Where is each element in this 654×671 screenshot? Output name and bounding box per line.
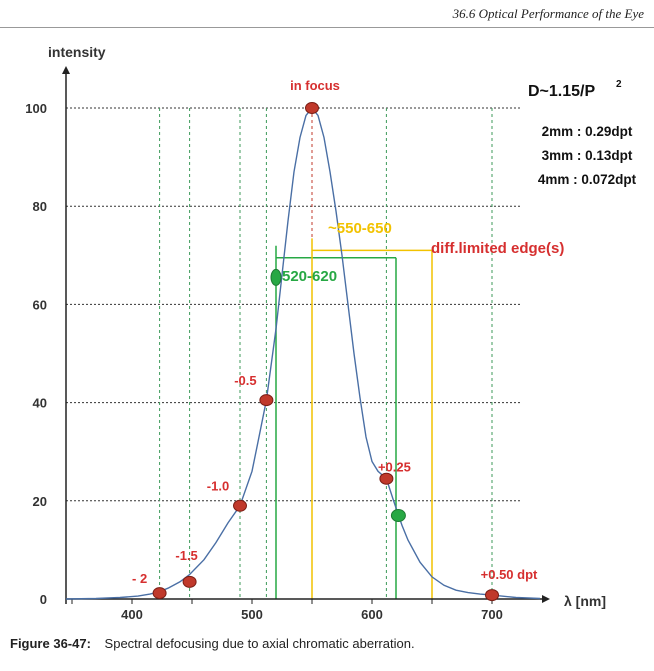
y-axis-label: intensity (48, 44, 106, 60)
data-point (485, 589, 499, 602)
point-label: - 2 (132, 571, 147, 586)
range-label-yellow: ~550-650 (328, 220, 392, 237)
data-point (379, 472, 394, 485)
y-tick-label: 80 (33, 199, 47, 214)
range-label-green: 520-620 (282, 268, 337, 285)
edge-annotation: diff.limited edge(s) (431, 240, 564, 257)
data-point (152, 587, 167, 600)
x-axis-label: λ [nm] (564, 593, 606, 609)
formula-text: D~1.15/P (528, 83, 595, 100)
y-tick-label: 100 (25, 101, 47, 116)
data-point (305, 102, 319, 114)
point-label: -0.5 (234, 373, 256, 388)
x-tick-label: 600 (361, 607, 383, 622)
formula-superscript: 2 (616, 79, 622, 90)
green-point (270, 268, 282, 286)
caption-text: Spectral defocusing due to axial chromat… (104, 636, 415, 651)
data-point (259, 394, 274, 407)
point-label: +0.50 dpt (481, 567, 538, 582)
caption-label: Figure 36-47: (10, 636, 91, 651)
point-label: in focus (290, 78, 340, 93)
y-tick-label: 20 (33, 494, 47, 509)
x-axis-arrow (542, 595, 550, 603)
y-tick-label: 40 (33, 396, 47, 411)
pupil-diopter-line: 4mm : 0.072dpt (538, 172, 637, 187)
intensity-curve (65, 106, 541, 600)
figure-caption: Figure 36-47: Spectral defocusing due to… (10, 636, 415, 651)
green-point (390, 509, 406, 523)
point-label: -1.5 (175, 548, 197, 563)
x-tick-label: 700 (481, 607, 503, 622)
chromatic-aberration-chart: 0 20 40 60 80 100 400 500 600 700 intensity λ [nm] -… (25, 44, 637, 622)
point-label: +0.25 (378, 460, 411, 475)
section-header: 36.6 Optical Performance of the Eye (452, 6, 644, 21)
pupil-diopter-line: 3mm : 0.13dpt (542, 148, 633, 163)
x-tick-label: 500 (241, 607, 263, 622)
header-rule (0, 27, 654, 28)
y-tick-label: 0 (40, 592, 47, 607)
pupil-diopter-line: 2mm : 0.29dpt (542, 124, 633, 139)
x-tick-label: 400 (121, 607, 143, 622)
data-point (233, 499, 247, 512)
data-point (182, 575, 197, 588)
y-axis-arrow (62, 66, 70, 74)
y-tick-label: 60 (33, 297, 47, 312)
point-label: -1.0 (207, 479, 229, 494)
